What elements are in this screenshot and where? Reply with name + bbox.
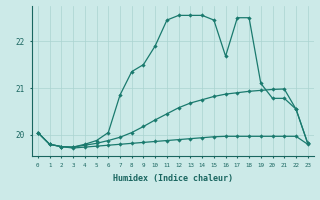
- X-axis label: Humidex (Indice chaleur): Humidex (Indice chaleur): [113, 174, 233, 183]
